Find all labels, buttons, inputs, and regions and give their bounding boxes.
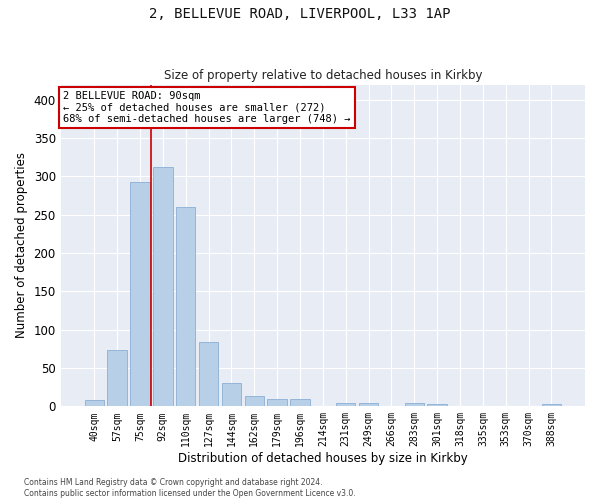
Text: 2, BELLEVUE ROAD, LIVERPOOL, L33 1AP: 2, BELLEVUE ROAD, LIVERPOOL, L33 1AP: [149, 8, 451, 22]
Bar: [130, 182, 149, 406]
Text: 2 BELLEVUE ROAD: 90sqm
← 25% of detached houses are smaller (272)
68% of semi-de: 2 BELLEVUE ROAD: 90sqm ← 25% of detached…: [63, 91, 351, 124]
Title: Size of property relative to detached houses in Kirkby: Size of property relative to detached ho…: [164, 69, 482, 82]
Bar: [542, 404, 561, 406]
Bar: [359, 402, 378, 406]
Y-axis label: Number of detached properties: Number of detached properties: [15, 152, 28, 338]
Bar: [268, 400, 287, 406]
X-axis label: Distribution of detached houses by size in Kirkby: Distribution of detached houses by size …: [178, 452, 468, 465]
Bar: [85, 400, 104, 406]
Bar: [153, 166, 173, 406]
Bar: [221, 384, 241, 406]
Bar: [107, 350, 127, 406]
Bar: [245, 396, 264, 406]
Bar: [336, 402, 355, 406]
Text: Contains HM Land Registry data © Crown copyright and database right 2024.
Contai: Contains HM Land Registry data © Crown c…: [24, 478, 356, 498]
Bar: [290, 400, 310, 406]
Bar: [176, 207, 196, 406]
Bar: [427, 404, 447, 406]
Bar: [199, 342, 218, 406]
Bar: [404, 402, 424, 406]
